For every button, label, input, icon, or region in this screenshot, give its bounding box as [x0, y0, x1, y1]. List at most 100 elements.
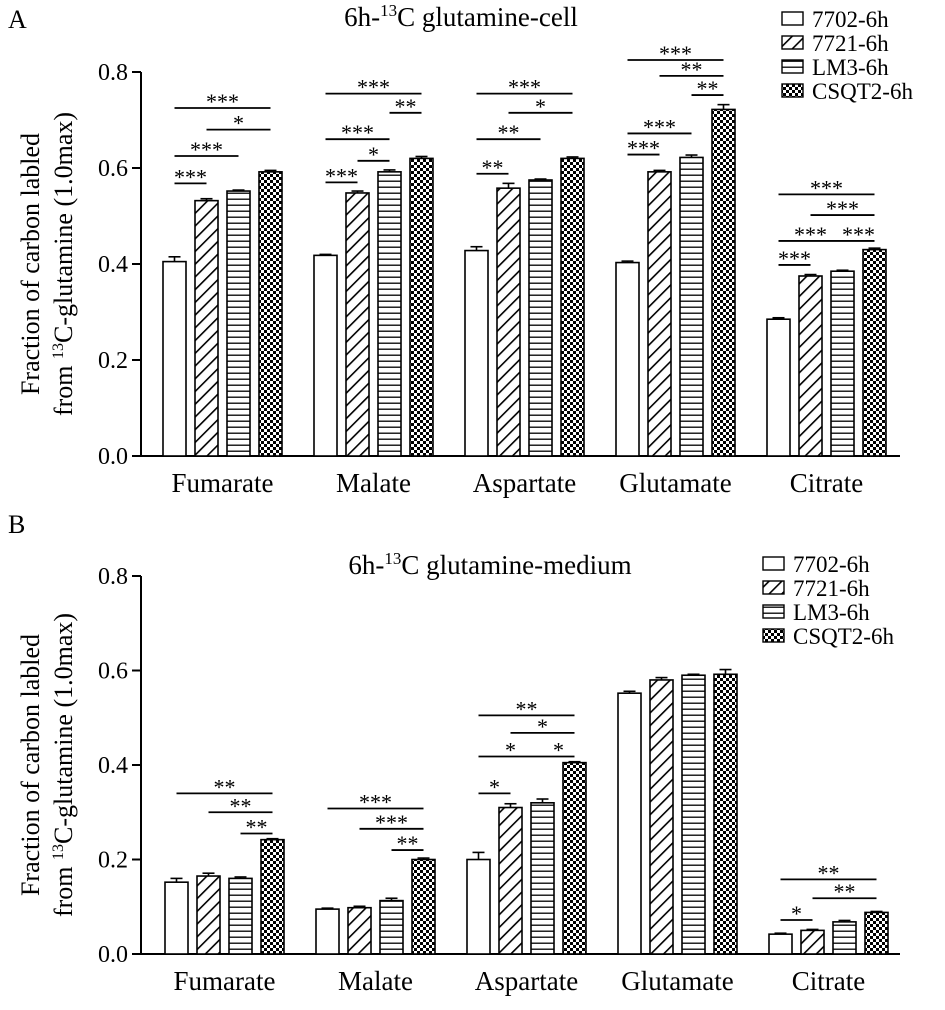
- bar-csqt2-6h: [562, 761, 587, 955]
- significance-label: *: [233, 111, 244, 136]
- legend-swatch: [781, 59, 804, 74]
- bar-7702-6h: [315, 908, 340, 955]
- significance-label: **: [395, 94, 417, 119]
- bar-csqt2-6h: [258, 171, 283, 457]
- bar-csqt2-6h: [409, 157, 434, 457]
- bar-7702-6h: [162, 260, 187, 457]
- legend-label: CSQT2-6h: [793, 624, 894, 649]
- legend-label: LM3-6h: [793, 600, 870, 625]
- panel-a: A 6h-13C glutamine-cell Fraction of carbon…: [8, 1, 913, 498]
- y-tick-label: 0.8: [98, 564, 128, 590]
- significance-label: *: [368, 142, 379, 167]
- significance-label: ***: [778, 246, 811, 271]
- bar-lm3-6h: [226, 190, 251, 457]
- bar-7702-6h: [466, 858, 491, 955]
- significance-label: ***: [508, 75, 541, 100]
- significance-label: ***: [359, 789, 392, 814]
- legend-label: CSQT2-6h: [812, 79, 913, 104]
- legend-swatch: [762, 604, 785, 619]
- bar-7702-6h: [766, 318, 791, 457]
- x-tick-label: Malate: [336, 468, 411, 498]
- y-tick-label: 0.0: [98, 444, 128, 470]
- bar-csqt2-6h: [713, 673, 738, 955]
- significance-label: **: [834, 879, 856, 904]
- y-tick-label: 0.2: [98, 848, 128, 874]
- x-tick-label: Citrate: [792, 966, 865, 996]
- chart-title: 6h-13C glutamine-cell: [344, 1, 578, 32]
- bar-7721-6h: [347, 906, 372, 955]
- significance-label: ***: [206, 89, 239, 114]
- legend-label: 7721-6h: [812, 31, 889, 56]
- significance-label: ***: [325, 163, 358, 188]
- y-tick-label: 0.8: [98, 60, 128, 86]
- bar-lm3-6h: [377, 171, 402, 457]
- significance-label: **: [516, 696, 538, 721]
- legend-swatch: [762, 580, 785, 595]
- significance-label: ***: [627, 136, 660, 161]
- bar-csqt2-6h: [560, 157, 585, 457]
- x-tick-label: Fumarate: [174, 966, 276, 996]
- significance-label: ***: [357, 75, 390, 100]
- bar-7702-6h: [464, 249, 489, 457]
- y-tick-label: 0.6: [98, 659, 128, 685]
- x-tick-label: Citrate: [790, 468, 863, 498]
- significance-label: *: [505, 737, 516, 762]
- legend-swatch: [762, 556, 785, 571]
- significance-label: ***: [659, 41, 692, 66]
- significance-label: ***: [842, 222, 875, 247]
- bar-7721-6h: [496, 187, 521, 457]
- bar-7721-6h: [194, 199, 219, 457]
- bar-7721-6h: [345, 192, 370, 457]
- bar-lm3-6h: [228, 877, 253, 955]
- bar-csqt2-6h: [260, 838, 285, 955]
- bar-7721-6h: [647, 171, 672, 457]
- bar-7702-6h: [313, 254, 338, 457]
- legend-label: 7721-6h: [793, 576, 870, 601]
- bar-csqt2-6h: [862, 248, 887, 457]
- x-tick-label: Aspartate: [475, 966, 578, 996]
- bar-7702-6h: [615, 261, 640, 457]
- bar-lm3-6h: [681, 674, 706, 955]
- significance-label: **: [498, 120, 520, 145]
- y-tick-label: 0.6: [98, 156, 128, 182]
- x-tick-label: Glutamate: [619, 468, 731, 498]
- significance-label: **: [482, 155, 504, 180]
- significance-label: *: [553, 737, 564, 762]
- bar-lm3-6h: [530, 801, 555, 955]
- bar-lm3-6h: [379, 899, 404, 955]
- bar-lm3-6h: [830, 270, 855, 457]
- significance-label: **: [397, 831, 419, 856]
- significance-label: ***: [341, 120, 374, 145]
- bar-7721-6h: [800, 929, 825, 955]
- x-tick-label: Aspartate: [473, 468, 576, 498]
- significance-label: *: [489, 774, 500, 799]
- chart-title: 6h-13C glutamine-medium: [348, 549, 631, 580]
- bar-7702-6h: [617, 692, 642, 955]
- significance-label: **: [697, 76, 719, 101]
- significance-label: ***: [643, 114, 676, 139]
- significance-label: *: [537, 714, 548, 739]
- bar-lm3-6h: [528, 179, 553, 457]
- panel-letter: B: [8, 510, 25, 539]
- legend-label: LM3-6h: [812, 55, 889, 80]
- panel-b: B 6h-13C glutamine-medium Fraction of carb…: [8, 510, 900, 996]
- bar-7702-6h: [768, 933, 793, 955]
- x-tick-label: Malate: [338, 966, 413, 996]
- legend-swatch: [781, 83, 804, 98]
- y-tick-label: 0.4: [98, 252, 128, 278]
- significance-label: ***: [826, 196, 859, 221]
- legend-swatch: [762, 628, 785, 643]
- significance-label: ***: [810, 175, 843, 200]
- y-axis-label-line2: from 13C-glutamine (1.0max): [49, 613, 78, 917]
- significance-label: ***: [174, 164, 207, 189]
- panel-letter: A: [8, 5, 27, 34]
- significance-label: ***: [375, 810, 408, 835]
- significance-label: *: [535, 94, 546, 119]
- bar-7721-6h: [498, 806, 523, 955]
- bar-7702-6h: [164, 881, 189, 955]
- y-tick-label: 0.4: [98, 753, 128, 779]
- bar-7721-6h: [798, 275, 823, 457]
